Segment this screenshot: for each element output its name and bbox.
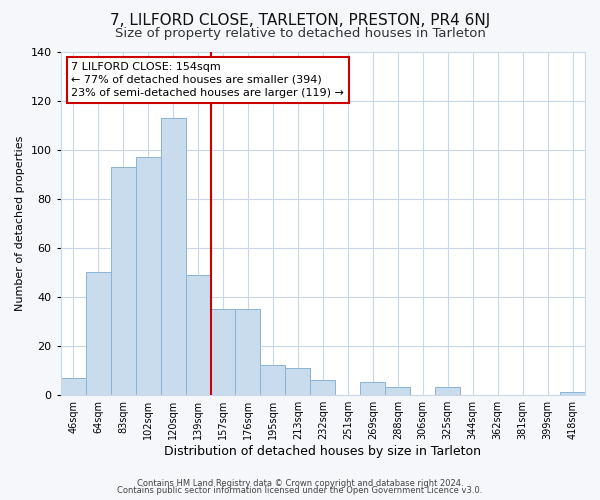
Bar [86, 272, 110, 394]
Text: 7 LILFORD CLOSE: 154sqm
← 77% of detached houses are smaller (394)
23% of semi-d: 7 LILFORD CLOSE: 154sqm ← 77% of detache… [71, 62, 344, 98]
Bar [136, 157, 161, 394]
Bar [385, 388, 410, 394]
Bar [286, 368, 310, 394]
Text: Size of property relative to detached houses in Tarleton: Size of property relative to detached ho… [115, 28, 485, 40]
Bar [61, 378, 86, 394]
Bar [185, 274, 211, 394]
Bar [161, 118, 185, 394]
Bar [560, 392, 585, 394]
Text: Contains public sector information licensed under the Open Government Licence v3: Contains public sector information licen… [118, 486, 482, 495]
Bar [110, 166, 136, 394]
Bar [211, 309, 235, 394]
Y-axis label: Number of detached properties: Number of detached properties [15, 136, 25, 311]
Text: Contains HM Land Registry data © Crown copyright and database right 2024.: Contains HM Land Registry data © Crown c… [137, 478, 463, 488]
Bar [235, 309, 260, 394]
Text: 7, LILFORD CLOSE, TARLETON, PRESTON, PR4 6NJ: 7, LILFORD CLOSE, TARLETON, PRESTON, PR4… [110, 12, 490, 28]
Bar [435, 388, 460, 394]
X-axis label: Distribution of detached houses by size in Tarleton: Distribution of detached houses by size … [164, 444, 481, 458]
Bar [310, 380, 335, 394]
Bar [260, 366, 286, 394]
Bar [361, 382, 385, 394]
